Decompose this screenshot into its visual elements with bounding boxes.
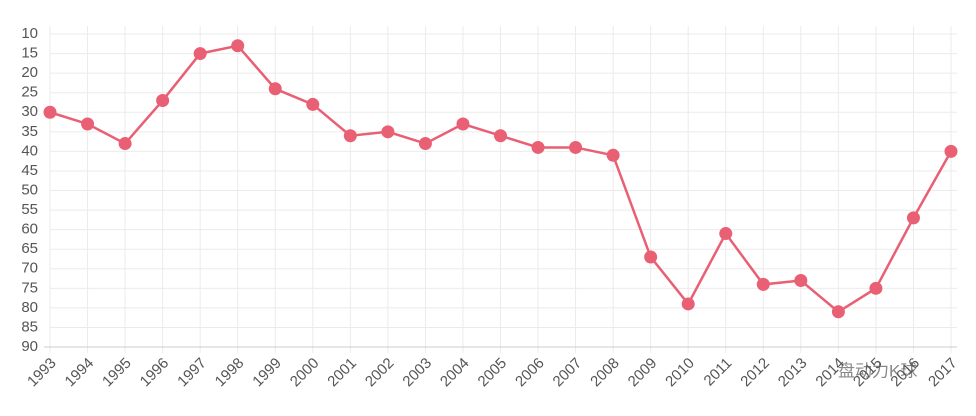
x-tick-label: 2000 <box>287 355 323 391</box>
y-tick-label: 65 <box>21 240 38 257</box>
point <box>831 305 845 319</box>
y-tick-label: 30 <box>21 103 38 120</box>
y-tick-label: 60 <box>21 221 38 238</box>
y-tick-label: 80 <box>21 299 38 316</box>
point <box>193 47 207 61</box>
point <box>306 97 320 111</box>
point <box>869 281 883 295</box>
point <box>343 129 357 143</box>
y-tick-label: 75 <box>21 279 38 296</box>
point <box>381 125 395 139</box>
x-tick-label: 2012 <box>737 355 773 391</box>
x-tick-label: 1993 <box>24 355 60 391</box>
y-tick-label: 85 <box>21 318 38 335</box>
point <box>719 227 733 241</box>
x-tick-label: 1996 <box>137 355 173 391</box>
point <box>43 105 57 119</box>
point <box>756 277 770 291</box>
x-tick-label: 2004 <box>437 355 473 391</box>
point <box>418 137 432 151</box>
y-tick-label: 40 <box>21 142 38 159</box>
y-tick-label: 50 <box>21 181 38 198</box>
point <box>569 140 583 154</box>
point <box>606 148 620 162</box>
point <box>644 250 658 264</box>
y-tick-label: 45 <box>21 162 38 179</box>
y-tick-label: 35 <box>21 123 38 140</box>
x-tick-label: 2017 <box>925 355 961 391</box>
x-tick-label: 1998 <box>212 355 248 391</box>
point <box>531 140 545 154</box>
point <box>944 144 958 158</box>
y-tick-label: 10 <box>21 25 38 42</box>
x-tick-label: 2003 <box>399 355 435 391</box>
point <box>231 39 245 53</box>
x-tick-label: 2008 <box>587 355 623 391</box>
x-tick-label: 1997 <box>174 355 210 391</box>
x-tick-label: 2011 <box>701 355 736 390</box>
y-tick-label: 25 <box>21 84 38 101</box>
point <box>494 129 507 143</box>
x-tick-label: 1995 <box>99 355 135 391</box>
y-tick-label: 55 <box>21 201 38 218</box>
point <box>81 117 95 131</box>
x-tick-label: 2001 <box>324 355 360 391</box>
point <box>794 273 808 287</box>
x-tick-label: 2010 <box>662 355 698 391</box>
point <box>681 297 695 311</box>
x-tick-label: 2005 <box>475 355 511 391</box>
x-tick-label: 2006 <box>512 355 548 391</box>
y-tick-label: 20 <box>21 64 38 81</box>
point <box>268 82 282 96</box>
x-tick-label: 2007 <box>550 355 586 391</box>
y-tick-label: 70 <box>21 260 38 277</box>
point <box>456 117 470 131</box>
x-tick-label: 2002 <box>362 355 398 391</box>
x-tick-label: 1994 <box>62 355 98 391</box>
y-tick-label: 15 <box>21 45 38 62</box>
point <box>118 137 132 151</box>
x-tick-label: 2013 <box>775 355 811 391</box>
y-tick-label: 90 <box>21 338 38 355</box>
x-tick-label: 2016 <box>887 355 923 391</box>
x-tick-label: 1999 <box>249 355 285 391</box>
x-tick-label: 2009 <box>625 355 661 391</box>
point <box>156 94 170 108</box>
watermark: 盘动力K球 <box>838 361 917 380</box>
point <box>906 211 920 225</box>
